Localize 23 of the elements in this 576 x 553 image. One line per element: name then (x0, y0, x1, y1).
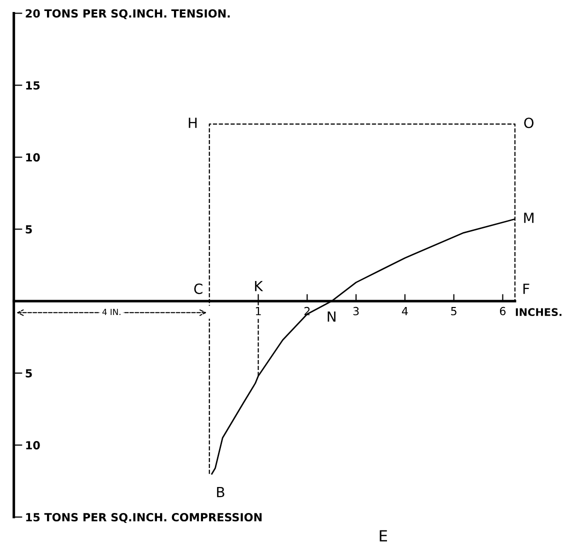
annotation: C (194, 284, 202, 294)
y-tick-label: 10 (26, 153, 40, 162)
annotation: 4 IN. (102, 308, 120, 315)
y-tick-label: 5 (26, 369, 32, 378)
text: E (380, 530, 387, 542)
x-tick-label: 6 (500, 306, 506, 316)
annotation: H (188, 118, 197, 128)
y-tick-label: 10 (26, 441, 40, 450)
y-tick-label: 5 (26, 225, 32, 234)
x-tick-label: 4 (402, 307, 408, 316)
annotation: F (523, 284, 530, 294)
x-axis-title: INCHES. (516, 308, 562, 316)
x-tick-label: 5 (451, 307, 456, 316)
annotation: O (524, 118, 534, 128)
x-tick-label: 1 (256, 307, 261, 316)
annotation: M (524, 212, 534, 223)
y-tick-label: 20 TONS PER SQ.INCH. TENSION. (26, 9, 230, 20)
annotation: N (328, 312, 336, 322)
y-tick-label: 15 TONS PER SQ.INCH. COMPRESSION (26, 513, 262, 523)
y-tick-label: 15 (26, 81, 40, 90)
annotation: K (255, 280, 264, 292)
x-tick-label: 3 (353, 306, 359, 316)
annotation: B (217, 487, 224, 498)
